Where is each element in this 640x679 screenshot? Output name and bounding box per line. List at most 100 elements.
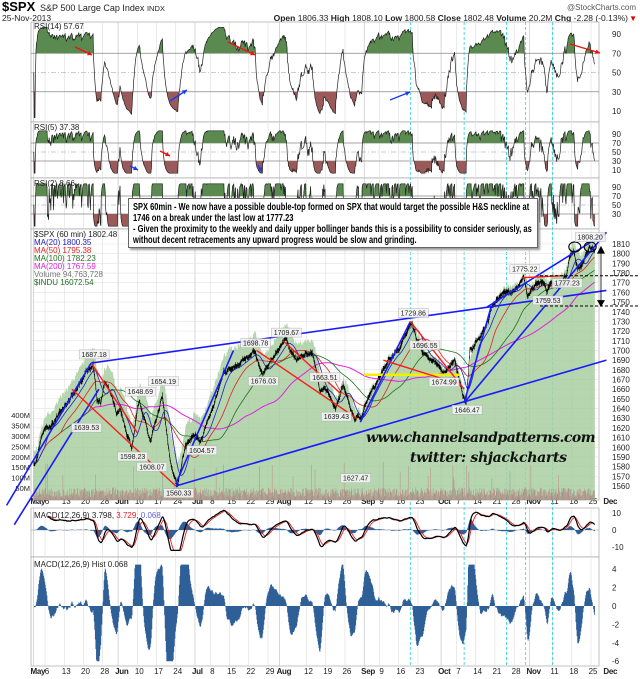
price-label-box [125, 386, 156, 397]
price-label: 1648.69 [125, 386, 156, 397]
x-tick-label: 17 [154, 667, 163, 676]
price-tick-label: 1590 [612, 453, 630, 462]
volume-tick-label: 250M [11, 442, 30, 451]
price-label: 1663.51 [309, 372, 341, 383]
price-tick-label: 1720 [612, 327, 630, 336]
macd-hist-value: 0.068 [140, 511, 161, 520]
price-label-box [398, 308, 429, 318]
trendline-blue [463, 231, 608, 404]
price-line [33, 245, 595, 487]
price-label-text: 1604.57 [189, 448, 214, 455]
divergence-arrow [227, 41, 256, 56]
price-label-text: 1696.55 [412, 343, 437, 350]
price-label-text: 1639.53 [74, 425, 99, 432]
volume-value: 20.2M [528, 13, 553, 23]
legend-price: $SPX (60 min) 1802.48 [34, 230, 118, 239]
rsi14-tick-label: 50 [612, 69, 621, 78]
hist-tick-label: -4 [612, 639, 620, 648]
price-label: 1608.07 [136, 462, 168, 472]
x-tick-label: Nov [527, 497, 542, 506]
price-tick-label: 1730 [612, 317, 630, 326]
x-tick-label: 11 [550, 667, 559, 676]
price-label: 1698.78 [240, 338, 271, 348]
volume-tick-label: 200M [11, 453, 30, 462]
stockcharts-watermark: @StockCharts.com [566, 3, 636, 12]
x-tick-label: 20 [81, 667, 90, 676]
macd-signal-value: 3.729 [116, 511, 137, 520]
price-label-text: 1646.47 [454, 407, 479, 414]
price-label: 1639.53 [71, 422, 102, 433]
arrowhead-icon [165, 151, 170, 157]
price-label: 1560.33 [163, 488, 195, 498]
legend-indu: $INDU 16072.54 [34, 278, 94, 287]
rsi14-tick-label: 10 [612, 107, 621, 116]
price-label: 1687.18 [78, 349, 110, 360]
price-label-text: 1676.03 [251, 379, 276, 386]
legend-ma20: MA(20) 1800.35 [34, 238, 92, 247]
x-tick-label: 22 [246, 667, 255, 676]
x-tick-label: 22 [246, 497, 255, 506]
close-value: 1802.48 [463, 13, 494, 23]
price-label-text: 1598.23 [120, 454, 145, 461]
rsi5-tick-label: 50 [612, 148, 621, 157]
price-tick-label: 1780 [612, 269, 630, 278]
x-tick-label: 21 [492, 497, 501, 506]
price-label-box [551, 278, 583, 288]
legend-hist: MACD(12,26,9) Hist 0.068 [34, 560, 128, 569]
price-label: 1759.53 [532, 295, 564, 306]
arrowhead-icon [595, 49, 600, 55]
x-tick-label: 29 [266, 497, 275, 506]
symbol-name: S&P 500 Large Cap Index INDX [40, 3, 165, 14]
price-label-text: 1663.51 [312, 375, 337, 382]
price-label-box [117, 451, 148, 462]
analysis-note: SPX 60min - We now have a possible doubl… [128, 198, 538, 248]
price-label-box [321, 411, 352, 422]
price-label-text: 1777.23 [554, 281, 579, 288]
rsi5-tick-label: 70 [612, 139, 621, 148]
price-tick-label: 1660 [612, 385, 630, 394]
x-tick-label: 13 [62, 497, 71, 506]
x-tick-label: 16 [396, 497, 405, 506]
x-tick-label: Oct [438, 497, 451, 506]
volume-tick-label: 150M [11, 463, 30, 472]
symbol: $SPX [2, 0, 36, 14]
price-label-box [136, 462, 168, 472]
hist-tick-label: 0 [612, 602, 617, 611]
price-label: 1598.23 [117, 451, 148, 462]
price-label-box [163, 488, 195, 498]
price-label-text: 1709.67 [274, 330, 299, 337]
x-tick-label: Sep [361, 667, 375, 676]
x-tick-label: 23 [416, 497, 425, 506]
price-label-text: 1654.19 [151, 379, 176, 386]
arrowhead-icon [182, 90, 187, 95]
price-tick-label: 1600 [612, 443, 630, 452]
x-tick-label: 18 [569, 667, 578, 676]
hist-tick-label: -2 [612, 620, 620, 629]
close-label: Close [437, 13, 461, 23]
x-tick-label: 9 [379, 497, 384, 506]
index-name: S&P 500 Large Cap Index [40, 3, 145, 13]
rsi14-tick-label: 70 [612, 49, 621, 58]
macd-tick-label: 10 [612, 509, 621, 518]
price-label: 1808.20 [574, 232, 606, 242]
price-label: 1646.47 [451, 405, 483, 415]
price-label-text: 1674.99 [431, 380, 456, 387]
x-tick-label: 12 [304, 667, 313, 676]
x-tick-label: 26 [342, 497, 351, 506]
hist-tick-label: -6 [612, 657, 620, 666]
price-tick-label: 1710 [612, 337, 630, 346]
x-tick-label: 29 [266, 667, 275, 676]
volume-tick-label: 350M [11, 422, 30, 431]
high-value: 1808.10 [352, 13, 383, 23]
price-tick-label: 1700 [612, 346, 630, 355]
price-label-box [574, 232, 606, 242]
open-value: 1806.33 [297, 13, 329, 23]
price-label-text: 1608.07 [139, 464, 164, 471]
x-tick-label: 11 [550, 497, 559, 506]
price-label: 1627.47 [340, 473, 371, 483]
hist-tick-label: 2 [612, 584, 617, 593]
x-tick-label: 14 [473, 497, 482, 506]
price-label-box [428, 377, 460, 387]
price-label-box [409, 340, 441, 351]
